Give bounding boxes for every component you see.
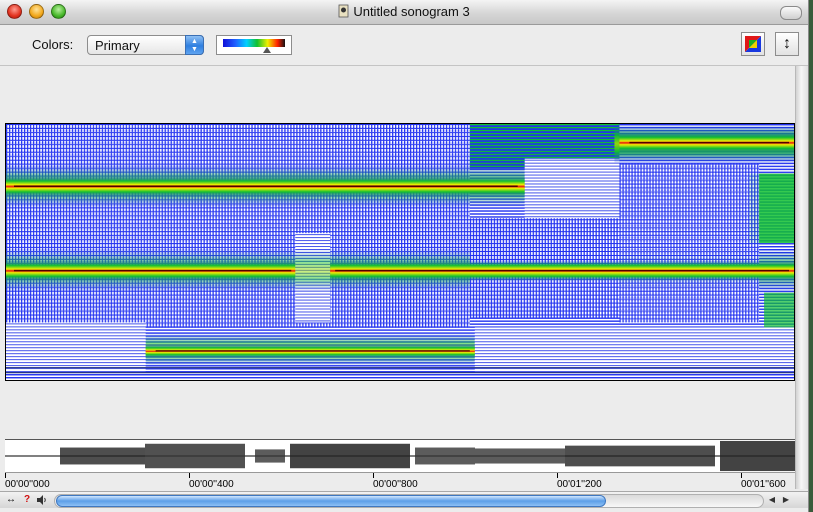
close-button[interactable] xyxy=(7,4,22,19)
tick-mark xyxy=(189,473,190,478)
vertical-arrows-icon: ↕ xyxy=(783,35,791,52)
time-label: 00'01''600 xyxy=(741,479,786,490)
toolbar-toggle-button[interactable] xyxy=(780,6,802,20)
minimize-button[interactable] xyxy=(29,4,44,19)
resize-horizontal-icon[interactable]: ↔ xyxy=(6,494,16,505)
bottom-bar: ↔ ? ◀ ▶ xyxy=(0,491,808,508)
scroll-left-arrow-icon[interactable]: ◀ xyxy=(768,495,776,504)
scroll-right-arrow-icon[interactable]: ▶ xyxy=(782,495,790,504)
waveform-overview[interactable] xyxy=(5,439,795,473)
document-icon xyxy=(338,4,349,18)
colors-select[interactable]: Primary ▲ ▼ xyxy=(87,35,204,55)
tick-mark xyxy=(373,473,374,478)
tick-mark xyxy=(5,473,6,478)
help-icon[interactable]: ? xyxy=(23,494,31,505)
window-title-container: Untitled sonogram 3 xyxy=(0,4,808,19)
color-palette-icon xyxy=(745,36,761,52)
time-label: 00'01''200 xyxy=(557,479,602,490)
window-title: Untitled sonogram 3 xyxy=(353,4,470,19)
time-label: 00'00''400 xyxy=(189,479,234,490)
speaker-icon[interactable] xyxy=(36,494,48,506)
colormap-thumb-icon[interactable] xyxy=(263,47,271,53)
zoom-button[interactable] xyxy=(51,4,66,19)
time-ruler: 00'00''000 00'00''400 00'00''800 00'01''… xyxy=(5,473,795,491)
colors-label: Colors: xyxy=(32,37,74,52)
colormap-slider[interactable] xyxy=(216,35,292,55)
color-palette-button[interactable] xyxy=(741,32,765,56)
colors-select-value: Primary xyxy=(95,38,140,53)
time-label: 00'00''800 xyxy=(373,479,418,490)
title-bar[interactable]: Untitled sonogram 3 xyxy=(0,0,808,25)
vertical-zoom-button[interactable]: ↕ xyxy=(775,32,799,56)
toolbar: Colors: Primary ▲ ▼ ↕ xyxy=(0,25,808,66)
time-label: 00'00''000 xyxy=(5,479,50,490)
colormap-gradient xyxy=(223,39,285,47)
horizontal-scroll-thumb[interactable] xyxy=(56,495,606,507)
select-arrows-icon: ▲ ▼ xyxy=(185,35,204,55)
vertical-scrollbar[interactable] xyxy=(795,66,808,489)
sonogram-plot[interactable] xyxy=(5,123,795,381)
tick-mark xyxy=(557,473,558,478)
tick-mark xyxy=(741,473,742,478)
